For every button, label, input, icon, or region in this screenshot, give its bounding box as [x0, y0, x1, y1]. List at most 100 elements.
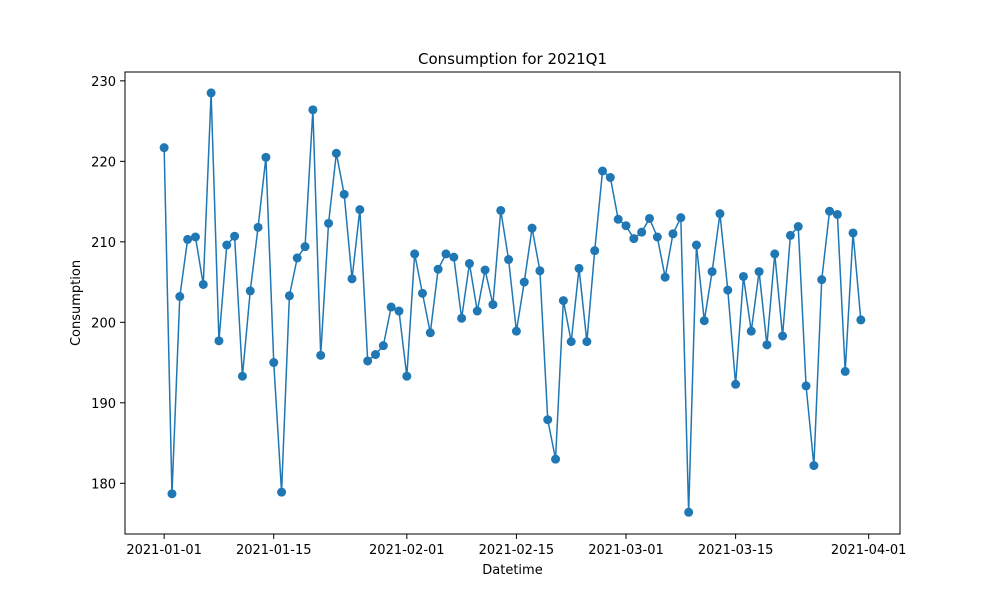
data-point	[558, 296, 568, 306]
data-point	[167, 489, 177, 499]
data-point	[746, 326, 756, 336]
data-point	[793, 222, 803, 232]
data-point	[644, 213, 654, 223]
data-point	[441, 249, 451, 259]
data-point	[723, 285, 733, 295]
data-point	[292, 253, 302, 263]
data-point	[339, 189, 349, 199]
data-point	[629, 234, 639, 244]
data-point	[840, 366, 850, 376]
data-point	[488, 300, 498, 310]
data-point	[324, 218, 334, 228]
y-tick-label: 220	[91, 155, 116, 170]
data-point	[848, 228, 858, 238]
data-point	[386, 302, 396, 312]
series-line	[163, 92, 862, 514]
data-point	[300, 242, 310, 252]
x-tick-label: 2021-01-01	[126, 543, 202, 558]
data-point	[417, 288, 427, 298]
y-tick-label: 230	[91, 75, 116, 90]
data-point	[832, 209, 842, 219]
axes-layer: 2021-01-01 2021-01-15 2021-02-01 2021-02-15…	[91, 75, 906, 558]
data-point	[778, 331, 788, 341]
data-point	[457, 313, 467, 323]
data-point	[378, 341, 388, 351]
x-axis-label: Datetime	[482, 563, 542, 578]
data-point	[637, 227, 647, 237]
data-point	[598, 166, 608, 176]
data-point	[347, 274, 357, 284]
data-point	[801, 381, 811, 391]
data-point	[496, 205, 506, 215]
data-point	[371, 350, 381, 360]
data-point	[230, 231, 240, 241]
data-point	[535, 266, 545, 276]
data-point	[480, 265, 490, 275]
x-tick-label: 2021-03-15	[698, 543, 774, 558]
data-point	[214, 336, 224, 346]
x-tick-label: 2021-02-15	[479, 543, 555, 558]
y-tick-label: 190	[91, 397, 116, 412]
x-tick-label: 2021-03-01	[588, 543, 664, 558]
data-point	[605, 172, 615, 182]
data-point	[504, 255, 514, 265]
data-point	[331, 148, 341, 158]
data-point	[652, 232, 662, 242]
data-point	[261, 152, 271, 162]
chart-title: Consumption for 2021Q1	[418, 50, 607, 68]
data-point	[402, 371, 412, 381]
data-point	[754, 267, 764, 277]
data-point	[183, 234, 193, 244]
data-point	[582, 337, 592, 347]
data-point	[449, 252, 459, 262]
data-point	[410, 249, 420, 259]
data-point	[308, 105, 318, 115]
data-point	[590, 246, 600, 256]
data-point	[245, 286, 255, 296]
data-point	[668, 229, 678, 239]
data-point	[731, 379, 741, 389]
data-point	[472, 306, 482, 316]
data-point	[222, 240, 232, 250]
data-point	[284, 291, 294, 301]
data-point	[269, 358, 279, 368]
data-point	[770, 249, 780, 259]
data-point	[817, 275, 827, 285]
data-point	[676, 213, 686, 223]
data-point	[511, 326, 521, 336]
y-tick-label: 200	[91, 316, 116, 331]
data-point	[355, 205, 365, 215]
data-point	[738, 271, 748, 281]
data-point	[809, 461, 819, 471]
plot-frame	[124, 71, 901, 535]
data-point	[825, 206, 835, 216]
data-point	[715, 209, 725, 219]
data-point	[551, 454, 561, 464]
data-point	[277, 487, 287, 497]
data-point	[574, 263, 584, 273]
data-point	[621, 221, 631, 231]
data-point	[566, 337, 576, 347]
data-point	[237, 371, 247, 381]
data-point	[198, 279, 208, 289]
data-point	[691, 240, 701, 250]
data-point	[519, 277, 529, 287]
data-point	[425, 328, 435, 338]
y-tick-label: 210	[91, 236, 116, 251]
data-point	[785, 230, 795, 240]
data-point	[762, 340, 772, 350]
data-point	[464, 259, 474, 269]
data-point	[707, 267, 717, 277]
data-point	[684, 507, 694, 517]
data-point	[190, 232, 200, 242]
y-axis-label: Consumption	[69, 260, 84, 346]
data-point	[206, 88, 216, 98]
data-point	[856, 315, 866, 325]
data-point	[175, 292, 185, 302]
data-point	[394, 306, 404, 316]
y-tick-label: 180	[91, 477, 116, 492]
series-layer	[159, 88, 866, 517]
